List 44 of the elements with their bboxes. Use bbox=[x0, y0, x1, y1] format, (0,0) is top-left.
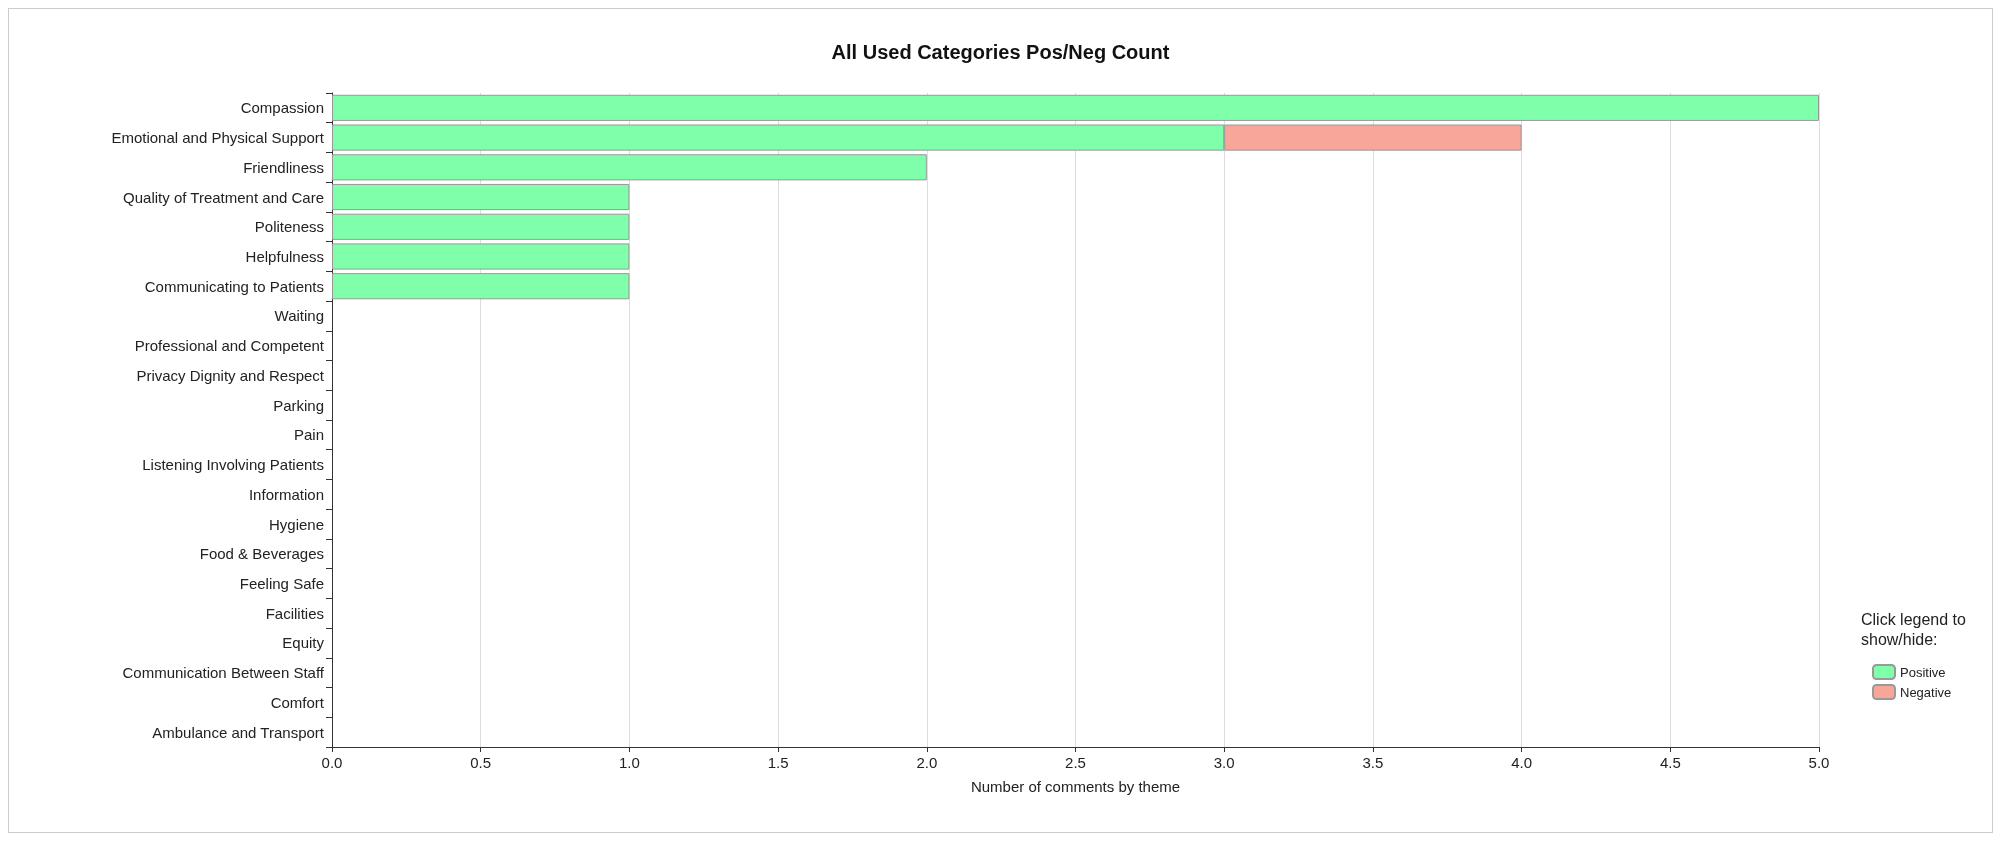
y-tick-label: Friendliness bbox=[243, 158, 324, 176]
legend-label: Positive bbox=[1900, 664, 1946, 680]
x-tick-label: 3.0 bbox=[1213, 754, 1235, 771]
bar bbox=[332, 243, 630, 270]
y-tick-label: Listening Involving Patients bbox=[142, 456, 324, 474]
y-tick-label: Hygiene bbox=[268, 515, 324, 533]
bar bbox=[332, 94, 1819, 121]
x-tick-label: 0.0 bbox=[321, 754, 343, 771]
x-tick-label: 4.0 bbox=[1511, 754, 1533, 771]
x-tick-label: 3.5 bbox=[1362, 754, 1384, 771]
x-tick-label: 5.0 bbox=[1808, 754, 1830, 771]
y-tick-label: Helpfulness bbox=[245, 248, 324, 265]
y-tick-label: Communicating to Patients bbox=[144, 277, 324, 295]
y-tick-label: Communication Between Staff bbox=[122, 664, 325, 682]
y-tick-label: Food & Beverages bbox=[199, 545, 324, 563]
y-tick-label: Ambulance and Transport bbox=[152, 723, 325, 741]
chart-title: All Used Categories Pos/Neg Count bbox=[831, 41, 1170, 63]
y-tick-label: Politeness bbox=[254, 218, 324, 236]
bar bbox=[332, 154, 927, 181]
bar bbox=[332, 273, 630, 300]
x-tick-label: 2.0 bbox=[916, 754, 938, 771]
y-tick-label: Parking bbox=[273, 396, 324, 414]
x-tick-label: 1.5 bbox=[767, 754, 789, 771]
y-tick-label: Feeling Safe bbox=[239, 575, 324, 592]
legend-label: Negative bbox=[1900, 684, 1952, 700]
y-tick-label: Professional and Competent bbox=[134, 337, 325, 355]
bar bbox=[332, 213, 630, 240]
y-tick-label: Facilities bbox=[265, 604, 324, 622]
x-tick-label: 0.5 bbox=[470, 754, 492, 771]
y-tick-label: Pain bbox=[293, 426, 324, 444]
y-tick-label: Quality of Treatment and Care bbox=[123, 188, 324, 206]
y-tick-label: Information bbox=[248, 485, 324, 503]
y-tick-label: Privacy Dignity and Respect bbox=[136, 366, 325, 384]
legend-title: Click legend to show/hide: bbox=[1861, 610, 1971, 648]
x-axis-title: Number of comments by theme bbox=[970, 778, 1181, 795]
y-tick-label: Equity bbox=[282, 634, 325, 652]
x-tick-label: 4.5 bbox=[1659, 754, 1681, 771]
bar bbox=[332, 183, 630, 211]
y-tick-label: Compassion bbox=[240, 99, 324, 117]
y-tick-label: Emotional and Physical Support bbox=[111, 129, 325, 147]
y-tick-label: Comfort bbox=[270, 693, 325, 711]
x-tick-label: 2.5 bbox=[1065, 754, 1086, 771]
y-tick-label: Waiting bbox=[274, 307, 324, 325]
x-tick-label: 1.0 bbox=[618, 754, 640, 771]
